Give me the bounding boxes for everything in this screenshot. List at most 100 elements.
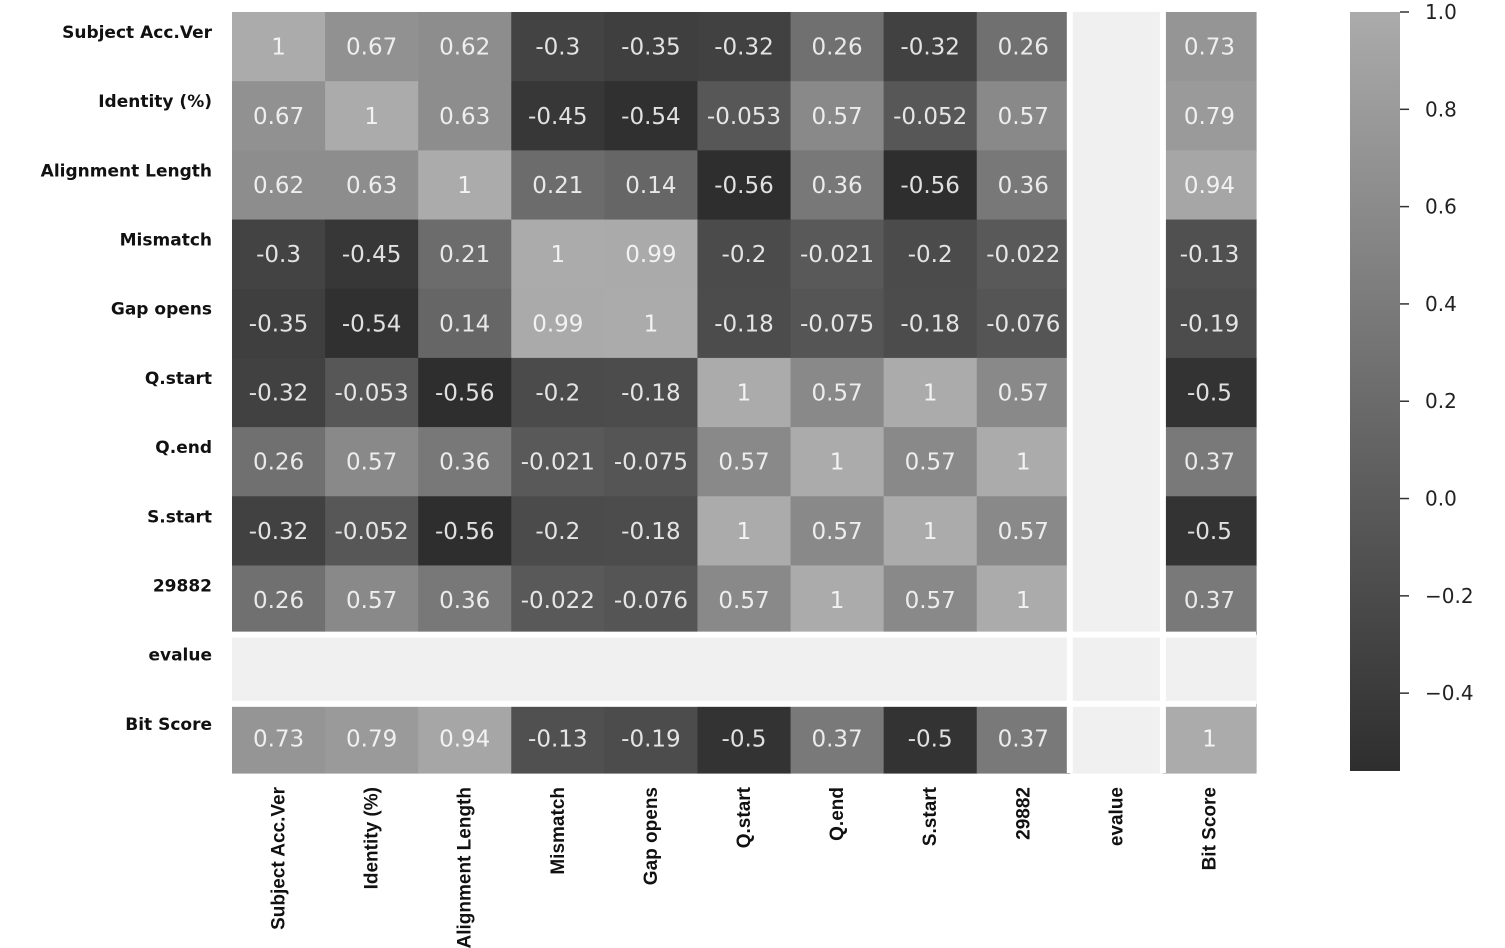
heatmap-cell [976, 150, 1071, 221]
heatmap-cell [418, 150, 512, 221]
cell-value: 1 [457, 173, 472, 199]
heatmap-cell [697, 150, 792, 221]
cell-value: -0.56 [900, 173, 960, 199]
cell-value: -0.32 [714, 35, 774, 61]
column-label: S.start [920, 786, 941, 846]
heatmap-cell [511, 496, 605, 567]
heatmap-cell [511, 565, 605, 636]
cell-value: 0.99 [625, 242, 676, 268]
column-label: Bit Score [1199, 787, 1220, 870]
heatmap-cell [511, 81, 605, 151]
row-label: Bit Score [125, 715, 212, 735]
heatmap-cell [418, 427, 512, 497]
cell-value: -0.3 [256, 242, 301, 268]
row-labels: Subject Acc.Ver Identity (%) Alignment Len… [41, 23, 213, 735]
heatmap-cell [418, 565, 512, 636]
column-label: Q.start [734, 786, 755, 848]
heatmap-cell [697, 427, 792, 497]
cell-value: -0.56 [435, 381, 495, 407]
cell-value: 0.21 [532, 173, 583, 199]
cell-value: -0.32 [249, 381, 309, 407]
cell-value: 0.26 [253, 450, 304, 476]
cell-value: 0.36 [998, 173, 1049, 199]
heatmap-cells: 1 0.67 0.62 -0.3 -0.35 -0.32 0.26 -0.32 0.26 0.73… [232, 12, 1257, 774]
heatmap-cell [1162, 703, 1257, 774]
cell-value: -0.19 [1180, 311, 1240, 337]
cell-value: -0.18 [714, 311, 774, 337]
heatmap-cell [883, 703, 978, 774]
heatmap-cell [232, 565, 326, 636]
colorbar: 1.0 0.8 0.6 0.4 0.2 0.0 −0.2 −0.4 [1350, 0, 1474, 771]
cell-value: -0.32 [900, 35, 960, 61]
heatmap-cell [697, 703, 792, 774]
cell-value: -0.075 [800, 311, 874, 337]
cell-value: 0.36 [811, 173, 862, 199]
cell-value: -0.32 [249, 519, 309, 545]
cell-value: 0.14 [625, 173, 676, 199]
cell-value: -0.021 [521, 450, 595, 476]
colorbar-tick-label: 0.0 [1425, 487, 1457, 511]
heatmap-cell [325, 219, 419, 290]
heatmap-cell [1069, 565, 1164, 636]
heatmap-cell [976, 219, 1071, 290]
cell-value: 1 [830, 450, 845, 476]
cell-value: -0.45 [342, 242, 402, 268]
cell-value: -0.56 [435, 519, 495, 545]
heatmap-cell [511, 288, 605, 359]
cell-value: -0.053 [335, 381, 409, 407]
heatmap-cell [697, 12, 792, 82]
heatmap-cell [232, 81, 326, 151]
cell-value: 0.67 [253, 104, 304, 130]
cell-value: 1 [1202, 726, 1217, 752]
heatmap-cell [697, 634, 792, 705]
heatmap-cell [1069, 427, 1164, 497]
cell-value: -0.022 [521, 588, 595, 614]
heatmap-cell [790, 81, 885, 151]
heatmap-cell [790, 150, 885, 221]
cell-value: -0.19 [621, 726, 681, 752]
cell-value: -0.18 [621, 381, 681, 407]
cell-value: 0.79 [346, 726, 397, 752]
heatmap-cell [325, 703, 419, 774]
heatmap-cell [604, 565, 699, 636]
heatmap-cell [1162, 427, 1257, 497]
cell-value: -0.5 [722, 726, 767, 752]
cell-value: -0.052 [335, 519, 409, 545]
row-label: evalue [148, 646, 212, 666]
column-label: Gap opens [641, 787, 662, 885]
heatmap-cell [976, 634, 1071, 705]
heatmap-cell [1162, 81, 1257, 151]
cell-value: -0.35 [249, 311, 309, 337]
heatmap-cell [976, 12, 1071, 82]
cell-value: -0.5 [908, 726, 953, 752]
heatmap-cell [418, 12, 512, 82]
cell-value: -0.2 [535, 519, 580, 545]
cell-value: -0.18 [621, 519, 681, 545]
cell-value: 1 [271, 35, 286, 61]
heatmap-cell [1162, 288, 1257, 359]
heatmap-cell [883, 427, 978, 497]
cell-value: 0.57 [998, 381, 1049, 407]
cell-value: 1 [1016, 588, 1031, 614]
cell-gap [1159, 12, 1166, 773]
heatmap-cell [232, 496, 326, 567]
cell-value: 0.57 [718, 588, 769, 614]
cell-value: -0.54 [621, 104, 681, 130]
column-label: Mismatch [548, 787, 569, 875]
cell-value: 0.37 [811, 726, 862, 752]
cell-value: -0.2 [722, 242, 767, 268]
cell-value: 0.57 [346, 450, 397, 476]
cell-gap [232, 631, 1256, 638]
cell-gap [1066, 12, 1073, 773]
cell-value: 1 [1016, 450, 1031, 476]
column-label: evalue [1106, 787, 1127, 846]
cell-value: 0.57 [811, 104, 862, 130]
heatmap-cell [511, 357, 605, 428]
cell-value: 0.37 [998, 726, 1049, 752]
cell-value: 1 [364, 104, 379, 130]
heatmap-cell [697, 219, 792, 290]
cell-value: -0.13 [1180, 242, 1240, 268]
heatmap-cell [790, 219, 885, 290]
heatmap-cell [976, 496, 1071, 567]
cell-value: 0.62 [439, 35, 490, 61]
